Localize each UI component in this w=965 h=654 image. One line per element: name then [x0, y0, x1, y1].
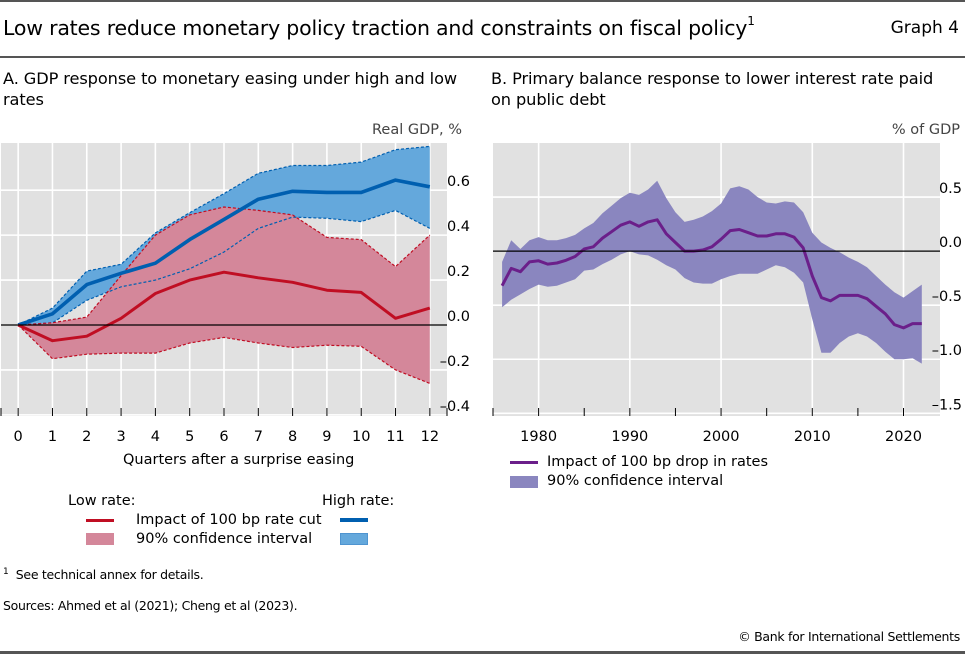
x-tick-label: 2010: [794, 429, 831, 445]
primary-balance-impact-line: [500, 218, 922, 330]
y-tick-label: 0.2: [447, 264, 470, 280]
top-rule: [0, 0, 965, 2]
x-tick-label: 12: [421, 429, 439, 445]
x-tick-label: 8: [288, 429, 297, 445]
y-tick-label: –0.5: [932, 289, 962, 305]
y-tick-label: –0.2: [440, 354, 470, 370]
high-rate-impact-line: [17, 178, 431, 327]
x-tick-label: 2: [82, 429, 91, 445]
legend-ci-label: 90% confidence interval: [136, 531, 313, 547]
panel-a-chart: 0.60.40.20.0–0.2–0.40 1 2 3 4 5 6 7 8 9 10 11 12: [0, 143, 470, 445]
bottom-rule: [0, 651, 965, 654]
high-rate-ci-lower-edge: [18, 209, 431, 326]
legend-high-rate-line-swatch: [340, 518, 368, 522]
graph-title-text: Low rates reduce monetary policy tractio…: [3, 16, 748, 40]
x-tick-label: 0: [14, 429, 23, 445]
x-tick-label: 1990: [611, 429, 648, 445]
low-rate-ci-band: [18, 207, 430, 384]
x-tick-label: 1: [48, 429, 57, 445]
y-tick-label: 0.0: [939, 235, 962, 251]
panel-a-xlabel: Quarters after a surprise easing: [123, 452, 355, 468]
legend-high-rate-heading: High rate:: [322, 493, 395, 509]
legend-low-rate-ci-swatch: [86, 533, 114, 545]
legend-pb-line-swatch: [510, 461, 538, 464]
primary-balance-ci-band: [502, 180, 922, 364]
panel-b-unit-label: % of GDP: [891, 122, 960, 138]
copyright: © Bank for International Settlements: [738, 629, 960, 644]
x-tick-label: 2020: [885, 429, 922, 445]
graph-number: Graph 4: [890, 18, 959, 38]
low-rate-ci-lower-edge: [17, 324, 431, 384]
y-tick-label: –1.0: [932, 343, 962, 359]
low-rate-ci-upper-edge: [18, 206, 431, 326]
legend-line-label: Impact of 100 bp rate cut: [136, 512, 322, 528]
x-tick-label: 3: [116, 429, 125, 445]
x-tick-label: 7: [254, 429, 263, 445]
sources: Sources: Ahmed et al (2021); Cheng et al…: [3, 598, 298, 613]
legend-pb-line-label: Impact of 100 bp drop in rates: [547, 454, 769, 470]
y-tick-label: 0.0: [447, 309, 470, 325]
x-tick-label: 10: [352, 429, 370, 445]
x-tick-label: 2000: [703, 429, 740, 445]
x-tick-label: 4: [151, 429, 160, 445]
legend-pb-ci-swatch: [510, 476, 538, 488]
x-tick-label: 5: [185, 429, 194, 445]
y-tick-label: 0.4: [447, 219, 470, 235]
graph-title: Low rates reduce monetary policy tractio…: [3, 14, 755, 40]
panel-b-title: B. Primary balance response to lower int…: [491, 69, 934, 109]
y-tick-label: –0.4: [440, 399, 470, 415]
x-tick-label: 1980: [520, 429, 557, 445]
low-rate-impact-line: [17, 270, 431, 343]
footnote: 1 See technical annex for details.: [3, 567, 204, 583]
title-rule: [0, 56, 965, 58]
legend-high-rate-ci-swatch: [340, 533, 368, 545]
x-tick-label: 9: [322, 429, 331, 445]
footnote-text: See technical annex for details.: [15, 567, 204, 583]
legend-pb-ci-label: 90% confidence interval: [547, 473, 724, 489]
y-tick-label: 0.5: [939, 181, 962, 197]
legend-low-rate-heading: Low rate:: [68, 493, 136, 509]
y-tick-label: 0.6: [447, 174, 470, 190]
panel-a-title: A. GDP response to monetary easing under…: [3, 69, 458, 109]
panel-b-chart: 0.5 0.0 –0.5 –1.0 –1.5 1980 1990 2000 2010 2020: [492, 143, 962, 445]
footnote-marker: 1: [3, 567, 9, 577]
panel-a-unit-label: Real GDP, %: [371, 122, 462, 138]
x-tick-label: 6: [219, 429, 228, 445]
x-tick-label: 11: [386, 429, 404, 445]
title-footnote-marker: 1: [747, 14, 755, 29]
y-tick-label: –1.5: [932, 397, 962, 413]
legend-low-rate-line-swatch: [86, 519, 114, 522]
